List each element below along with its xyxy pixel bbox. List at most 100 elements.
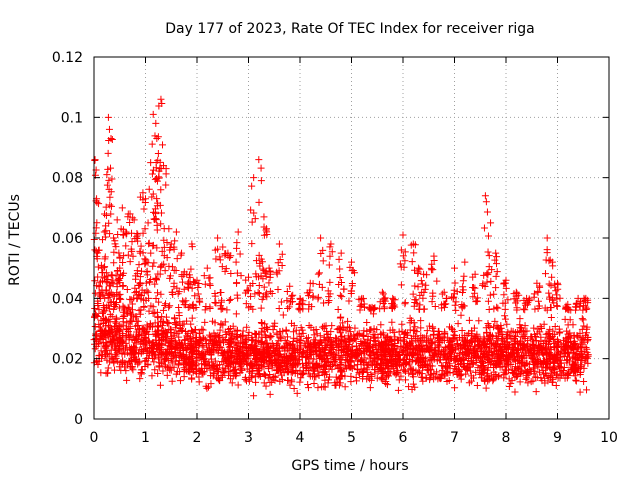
data-point xyxy=(355,330,363,338)
data-point xyxy=(100,210,108,218)
data-point xyxy=(206,282,214,289)
data-point xyxy=(315,339,323,347)
data-point xyxy=(255,330,263,338)
data-point xyxy=(411,282,419,290)
data-point xyxy=(336,265,344,273)
data-point xyxy=(285,303,293,311)
data-point xyxy=(107,326,115,334)
data-point xyxy=(145,185,153,193)
data-point xyxy=(538,325,546,333)
data-point xyxy=(475,317,483,325)
data-point xyxy=(196,329,204,337)
data-point xyxy=(227,295,235,303)
data-point xyxy=(261,339,269,347)
data-point xyxy=(323,334,331,342)
data-point xyxy=(555,325,563,333)
data-point xyxy=(370,333,378,341)
data-point xyxy=(367,337,375,345)
data-point xyxy=(149,309,157,317)
data-point xyxy=(301,342,309,350)
data-point xyxy=(543,246,551,254)
data-point xyxy=(400,330,408,338)
data-point xyxy=(449,369,457,377)
data-point xyxy=(172,370,180,378)
data-point xyxy=(324,298,332,306)
data-point xyxy=(520,354,528,362)
data-point xyxy=(341,383,349,391)
data-point xyxy=(316,354,324,362)
data-point xyxy=(298,359,306,367)
data-point xyxy=(187,265,195,273)
data-point xyxy=(444,334,452,342)
data-point xyxy=(192,326,200,334)
data-point xyxy=(182,346,190,354)
data-point xyxy=(110,366,118,374)
data-point xyxy=(166,339,174,347)
data-point xyxy=(277,298,285,306)
data-point xyxy=(296,345,304,353)
data-point xyxy=(373,374,381,382)
data-point xyxy=(239,332,247,340)
data-point xyxy=(184,330,192,338)
data-point xyxy=(200,335,208,343)
data-point xyxy=(548,378,556,386)
data-point xyxy=(243,346,251,354)
data-point xyxy=(488,350,496,358)
y-axis-label: ROTI / TECUs xyxy=(7,194,23,286)
x-tick-label: 1 xyxy=(141,430,150,446)
data-point xyxy=(297,332,305,340)
data-point xyxy=(487,333,495,341)
data-point xyxy=(577,344,585,352)
data-point xyxy=(530,324,538,332)
data-point xyxy=(131,350,139,358)
data-point xyxy=(312,336,320,344)
y-tick-labels: 0 0.02 0.04 0.06 0.08 0.1 0.12 xyxy=(52,50,83,428)
data-point xyxy=(350,331,358,339)
data-point xyxy=(228,358,236,366)
data-point xyxy=(493,334,501,342)
data-point xyxy=(262,372,270,380)
x-tick-label: 5 xyxy=(347,430,356,446)
data-point xyxy=(262,382,270,390)
data-point xyxy=(359,372,367,380)
data-point xyxy=(420,334,428,342)
data-point xyxy=(492,272,500,280)
data-point xyxy=(123,286,131,294)
data-point xyxy=(171,237,179,245)
data-point xyxy=(111,318,119,326)
data-point xyxy=(118,204,126,212)
data-point xyxy=(376,298,384,306)
data-point xyxy=(552,382,560,390)
data-point xyxy=(243,323,251,331)
data-point xyxy=(132,333,140,341)
data-point xyxy=(296,378,304,386)
data-point xyxy=(156,349,164,357)
data-point xyxy=(405,369,413,377)
data-point xyxy=(314,293,322,301)
data-point xyxy=(305,370,313,378)
data-point xyxy=(488,340,496,348)
data-point xyxy=(226,339,234,347)
data-point xyxy=(275,240,283,248)
data-point xyxy=(207,380,215,388)
data-point xyxy=(336,360,344,368)
data-point xyxy=(481,192,489,200)
data-point xyxy=(213,342,221,350)
data-point xyxy=(380,375,388,383)
data-point xyxy=(452,306,460,314)
data-point xyxy=(443,364,451,372)
data-point xyxy=(532,388,540,396)
data-point xyxy=(187,320,195,328)
data-point xyxy=(152,336,160,344)
data-point xyxy=(182,297,190,305)
data-point xyxy=(401,300,409,308)
data-point xyxy=(493,253,501,261)
data-point xyxy=(464,362,472,370)
data-point xyxy=(131,356,139,364)
data-point xyxy=(487,277,495,285)
data-point xyxy=(108,136,116,144)
data-point xyxy=(460,272,468,280)
data-point xyxy=(498,363,506,371)
data-point xyxy=(157,186,165,194)
data-point xyxy=(541,336,549,344)
